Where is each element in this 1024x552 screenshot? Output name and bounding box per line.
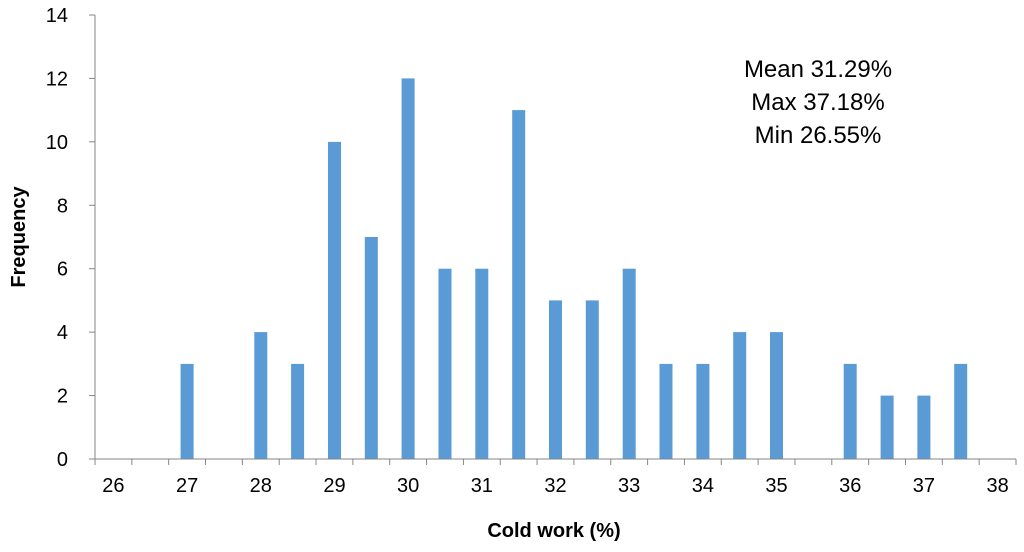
x-tick-label: 31	[471, 475, 493, 497]
x-tick-label: 29	[323, 475, 345, 497]
bar-36	[843, 363, 857, 459]
y-tick-label: 10	[46, 132, 68, 154]
x-tick-label: 26	[102, 475, 124, 497]
y-tick-label: 4	[57, 322, 68, 344]
y-axis-title: Frequency	[8, 186, 30, 288]
bar-31	[475, 268, 489, 459]
annotation-mean: Mean 31.29%	[744, 56, 892, 83]
bar-29	[328, 141, 341, 459]
bar-36.5	[880, 395, 894, 459]
x-tick-label: 30	[397, 475, 419, 497]
axes-group	[89, 14, 1017, 465]
x-tick-label: 38	[986, 475, 1008, 497]
x-tick-label: 34	[692, 475, 714, 497]
y-tick-label: 12	[46, 68, 68, 90]
bar-34	[696, 363, 710, 459]
bar-34.5	[733, 332, 747, 459]
bar-33	[622, 268, 636, 459]
bar-32	[549, 300, 562, 459]
bar-37	[917, 395, 931, 459]
bars-group	[180, 78, 968, 460]
bar-27	[180, 363, 194, 459]
bar-29.5	[364, 237, 378, 459]
x-tick-label: 33	[618, 475, 640, 497]
bar-35	[770, 332, 783, 459]
bar-33.5	[659, 363, 673, 459]
x-tick-label: 27	[176, 475, 198, 497]
y-tick-label: 14	[46, 5, 68, 27]
y-tick-label: 2	[57, 386, 68, 408]
bar-28	[254, 332, 268, 459]
y-tick-label: 0	[57, 449, 68, 471]
bar-30	[401, 78, 415, 460]
x-tick-label: 32	[544, 475, 566, 497]
annotation-min: Min 26.55%	[755, 122, 882, 149]
x-tick-label: 35	[765, 475, 787, 497]
tick-labels-group: 0 2 4 6 8 10 12 14 26 27 28 29 30 31 32 33 34 35 36 37 38	[46, 5, 1009, 497]
bar-28.5	[291, 363, 305, 459]
bar-37.5	[954, 363, 968, 459]
annotation-max: Max 37.18%	[751, 89, 884, 116]
y-tick-label: 8	[57, 195, 68, 217]
x-tick-label: 36	[839, 475, 861, 497]
x-tick-label: 28	[250, 475, 272, 497]
y-tick-label: 6	[57, 259, 68, 281]
bar-32.5	[585, 300, 599, 459]
x-tick-label: 37	[913, 475, 935, 497]
x-axis-title: Cold work (%)	[487, 520, 620, 542]
bar-31.5	[512, 110, 526, 459]
bar-30.5	[438, 268, 452, 459]
